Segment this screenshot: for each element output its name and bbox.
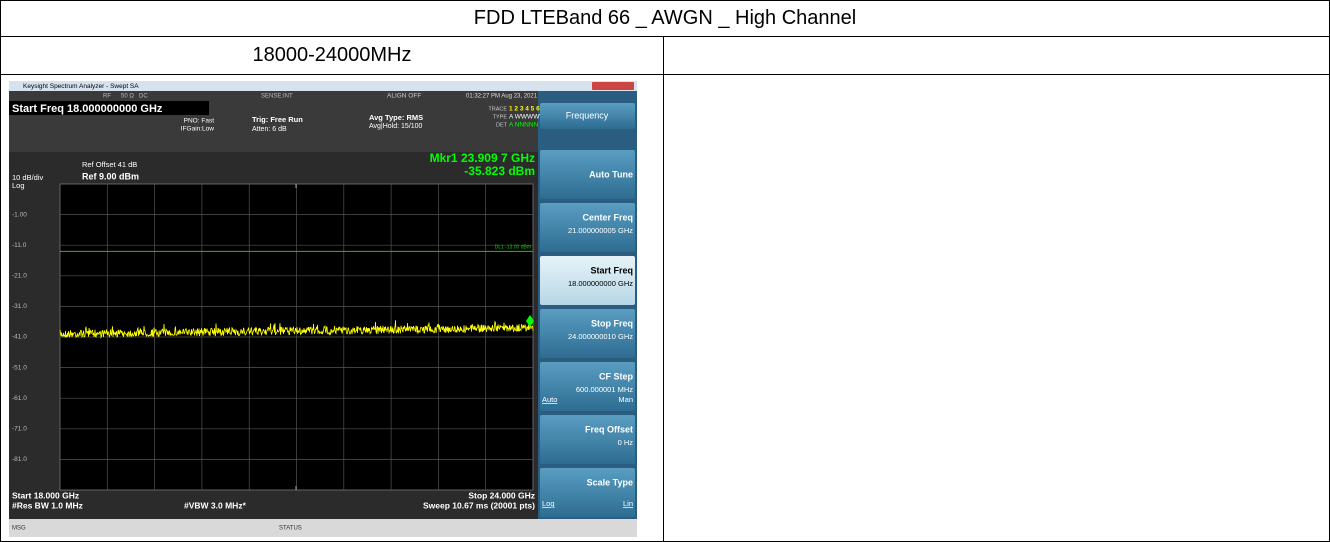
start: Start 18.000 GHz [12, 490, 79, 500]
button-left: Auto [542, 395, 557, 404]
y-label: -1.00 [12, 211, 27, 218]
menu-button [540, 362, 635, 411]
trace-nums: 1 2 3 4 5 6 [509, 106, 540, 113]
datetime: 01:32:27 PM Aug 23, 2021 [466, 94, 538, 100]
button-value: 21.000000005 GHz [568, 226, 633, 235]
menu-button [540, 256, 635, 305]
y-label: -71.0 [12, 426, 27, 433]
range-cell: 18000-24000MHz [0, 36, 664, 75]
sweep: Sweep 10.67 ms (20001 pts) [423, 500, 535, 510]
status: STATUS [279, 526, 302, 532]
title: FDD LTEBand 66 _ AWGN _ High Channel [473, 7, 857, 29]
button-right: Lin [623, 499, 633, 508]
det-label: DET [496, 122, 508, 128]
button-value: 18.000000000 GHz [568, 279, 633, 288]
det-vals: A NNNNN [509, 122, 539, 129]
trace [59, 320, 534, 339]
atten: Atten: 6 dB [252, 126, 287, 133]
impedance: 50 Ω [121, 94, 134, 100]
title-cell: FDD LTEBand 66 _ AWGN _ High Channel [0, 0, 1330, 37]
display-line-label: DL1 -13.00 dBm [495, 245, 531, 251]
button-label: CF Step [599, 371, 634, 381]
y-label: -41.0 [12, 334, 27, 341]
ifgain: IFGain:Low [181, 126, 215, 133]
marker-freq: Mkr1 23.909 7 GHz [430, 151, 535, 165]
menu-button [540, 150, 635, 199]
avg-hold: Avg|Hold: 15/100 [369, 123, 423, 130]
range: 18000-24000MHz [252, 44, 412, 66]
marker-amp: -35.823 dBm [464, 164, 535, 178]
ref-level: Ref 9.00 dBm [82, 171, 139, 181]
button-label: Start Freq [590, 265, 633, 275]
menu-button [540, 203, 635, 252]
start-freq: Start Freq 18.000000000 GHz [12, 103, 163, 115]
y-label: -21.0 [12, 273, 27, 280]
coupling: DC [139, 94, 148, 100]
marker [526, 315, 534, 327]
menu-title: Frequency [566, 110, 609, 120]
button-label: Stop Freq [591, 318, 633, 328]
empty-cell [663, 74, 1330, 542]
y-label: -51.0 [12, 364, 27, 371]
y-label: -11.0 [12, 242, 27, 249]
button-right: Man [618, 395, 633, 404]
trace-label: TRACE [488, 106, 507, 112]
avg-type: Avg Type: RMS [369, 113, 423, 122]
button-label: Center Freq [582, 212, 633, 222]
menu-header [540, 103, 635, 129]
rf: RF [103, 94, 111, 100]
msg: MSG [12, 526, 26, 532]
trig: Trig: Free Run [252, 115, 303, 124]
window-title: Keysight Spectrum Analyzer - Swept SA [23, 83, 139, 90]
button-label: Scale Type [587, 477, 633, 487]
y-label: -31.0 [12, 303, 27, 310]
menu-button [540, 415, 635, 464]
button-label: Freq Offset [585, 424, 633, 434]
button-value: 24.000000010 GHz [568, 332, 633, 341]
button-left: Log [542, 499, 555, 508]
vbw: #VBW 3.0 MHz* [184, 500, 247, 510]
y-label: -61.0 [12, 395, 27, 402]
type-label: TYPE [493, 114, 508, 120]
type-vals: A WWWWW [509, 114, 546, 121]
button-value: 0 Hz [618, 438, 634, 447]
scale: 10 dB/div [12, 173, 44, 182]
sense: SENSE:INT [261, 94, 293, 100]
align: ALIGN OFF [387, 93, 421, 100]
empty-cell [663, 36, 1330, 75]
y-label: -81.0 [12, 456, 27, 463]
button-value: 600.000001 MHz [576, 385, 633, 394]
stop: Stop 24.000 GHz [468, 490, 535, 500]
analyzer-screenshot: Keysight Spectrum Analyzer - Swept SA RF 5… [9, 81, 637, 537]
log: Log [12, 181, 25, 190]
rbw: #Res BW 1.0 MHz [12, 500, 83, 510]
pno: PNO: Fast [184, 118, 215, 125]
button-label: Auto Tune [589, 169, 633, 179]
ref-offset: Ref Offset 41 dB [82, 160, 137, 169]
menu-button [540, 468, 635, 517]
menu-button [540, 309, 635, 358]
